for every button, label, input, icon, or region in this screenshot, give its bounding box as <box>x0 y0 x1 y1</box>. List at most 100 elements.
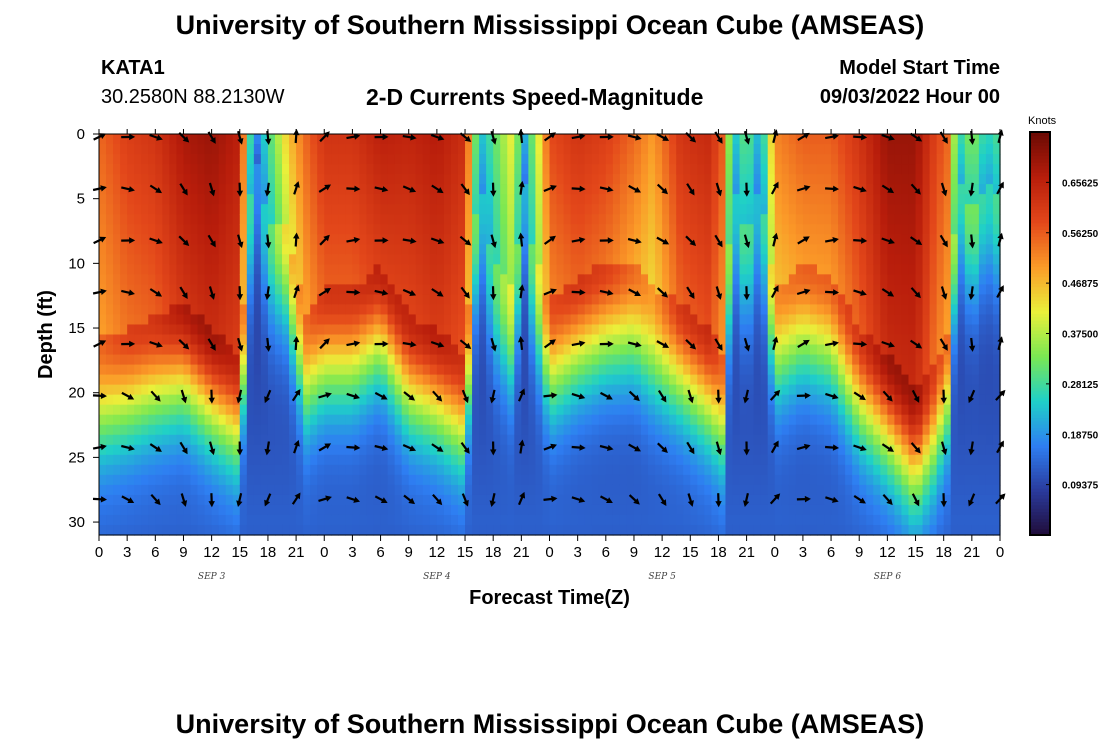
heatmap-cell <box>612 414 621 426</box>
heatmap-cell <box>732 274 741 285</box>
heatmap-cell <box>359 254 368 265</box>
heatmap-cell <box>781 264 790 275</box>
heatmap-cell <box>542 524 551 536</box>
heatmap-cell <box>563 234 572 245</box>
heatmap-cell <box>169 454 178 466</box>
heatmap-cell <box>394 344 403 356</box>
heatmap-cell <box>260 354 269 366</box>
heatmap-cell <box>718 424 727 436</box>
heatmap-cell <box>774 174 783 185</box>
heatmap-cell <box>556 294 565 306</box>
heatmap-cell <box>331 314 339 326</box>
heatmap-cell <box>753 144 762 155</box>
heatmap-cell <box>859 424 867 436</box>
heatmap-cell <box>324 424 332 436</box>
heatmap-cell <box>612 254 621 265</box>
heatmap-cell <box>619 484 628 496</box>
heatmap-cell <box>162 524 170 536</box>
heatmap-cell <box>711 424 720 436</box>
heatmap-cell <box>838 394 846 406</box>
heatmap-cell <box>408 214 417 225</box>
heatmap-cell <box>767 144 776 155</box>
heatmap-cell <box>176 144 185 155</box>
heatmap-cell <box>549 484 558 496</box>
heatmap-cell <box>528 304 537 316</box>
heatmap-cell <box>317 204 325 215</box>
heatmap-cell <box>141 434 149 446</box>
heatmap-cell <box>894 514 903 526</box>
heatmap-cell <box>866 144 874 155</box>
heatmap-cell <box>887 334 896 346</box>
heatmap-cell <box>352 394 361 406</box>
heatmap-cell <box>669 454 677 466</box>
heatmap-cell <box>253 384 262 396</box>
heatmap-cell <box>873 354 881 366</box>
heatmap-cell <box>767 254 776 265</box>
heatmap-cell <box>429 334 438 346</box>
heatmap-cell <box>148 254 156 265</box>
heatmap-cell <box>148 484 156 496</box>
heatmap-cell <box>394 254 403 265</box>
heatmap-cell <box>901 164 910 175</box>
heatmap-cell <box>450 304 459 316</box>
heatmap-cell <box>612 184 621 195</box>
heatmap-cell <box>113 344 121 356</box>
heatmap-cell <box>528 314 537 326</box>
heatmap-cell <box>394 524 403 536</box>
heatmap-cell <box>415 234 424 245</box>
heatmap-cell <box>134 234 142 245</box>
heatmap-cell <box>514 244 522 255</box>
heatmap-cell <box>711 214 720 225</box>
heatmap-cell <box>591 254 600 265</box>
heatmap-cell <box>950 204 959 215</box>
heatmap-cell <box>922 514 931 526</box>
heatmap-cell <box>479 154 487 165</box>
heatmap-cell <box>253 514 262 526</box>
heatmap-cell <box>774 204 783 215</box>
heatmap-cell <box>127 264 135 275</box>
heatmap-cell <box>134 294 142 306</box>
heatmap-cell <box>859 464 867 476</box>
heatmap-cell <box>662 304 670 316</box>
heatmap-cell <box>415 424 424 436</box>
heatmap-cell <box>816 324 825 336</box>
heatmap-cell <box>127 344 135 356</box>
heatmap-cell <box>767 514 776 526</box>
heatmap-cell <box>204 304 213 316</box>
heatmap-cell <box>816 314 825 326</box>
heatmap-cell <box>310 204 318 215</box>
heatmap-cell <box>366 354 375 366</box>
heatmap-cell <box>725 364 734 376</box>
heatmap-cell <box>845 194 853 205</box>
heatmap-cell <box>352 314 361 326</box>
heatmap-cell <box>260 414 269 426</box>
heatmap-cell <box>711 464 720 476</box>
heatmap-cell <box>859 254 867 265</box>
heatmap-cell <box>443 294 452 306</box>
heatmap-cell <box>802 444 811 456</box>
heatmap-cell <box>373 294 382 306</box>
heatmap-cell <box>535 134 544 145</box>
heatmap-cell <box>190 414 199 426</box>
heatmap-cell <box>781 164 790 175</box>
heatmap-cell <box>669 334 677 346</box>
heatmap-cell <box>971 174 980 185</box>
heatmap-cell <box>662 264 670 275</box>
heatmap-cell <box>260 484 269 496</box>
heatmap-cell <box>507 334 515 346</box>
heatmap-cell <box>774 514 783 526</box>
heatmap-cell <box>598 174 607 185</box>
heatmap-cell <box>303 514 311 526</box>
heatmap-cell <box>824 294 832 306</box>
heatmap-cell <box>943 164 952 175</box>
heatmap-cell <box>289 214 297 225</box>
heatmap-cell <box>450 434 459 446</box>
heatmap-cell <box>120 464 128 476</box>
heatmap-cell <box>971 394 980 406</box>
heatmap-cell <box>317 354 325 366</box>
heatmap-cell <box>282 484 290 496</box>
heatmap-cell <box>725 284 734 296</box>
heatmap-cell <box>218 304 227 316</box>
heatmap-cell <box>690 244 698 255</box>
heatmap-cell <box>901 204 910 215</box>
